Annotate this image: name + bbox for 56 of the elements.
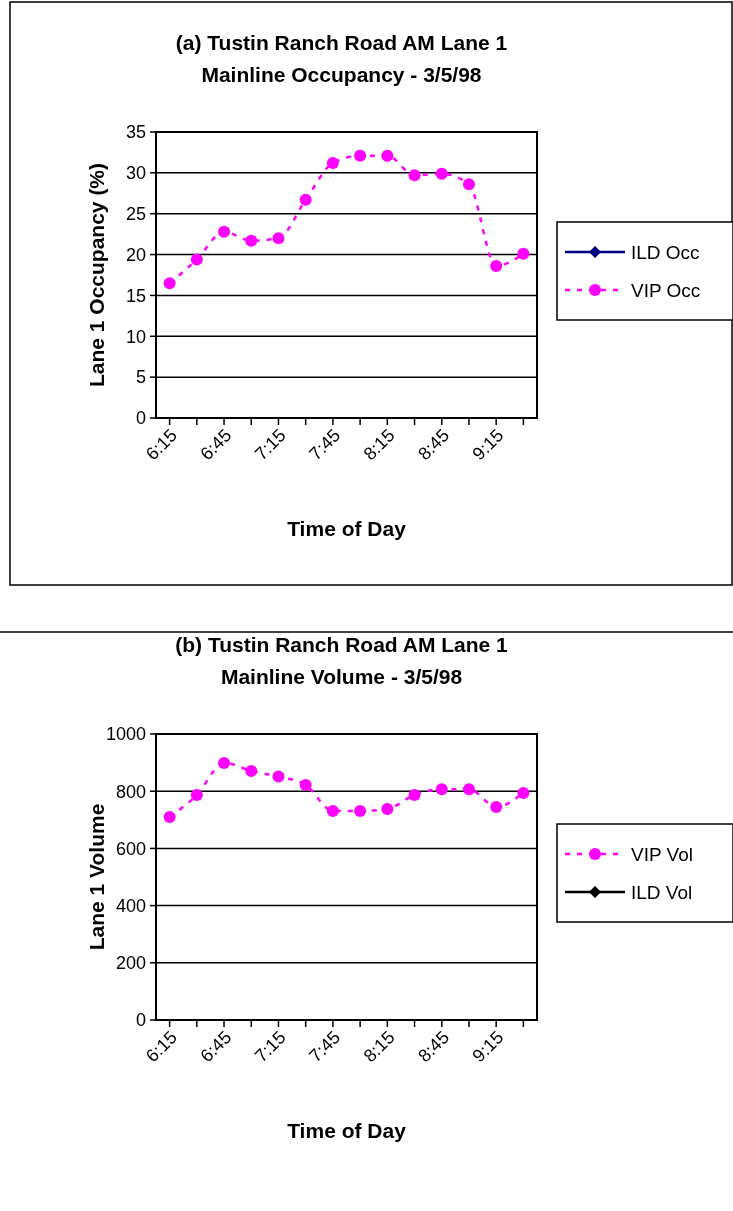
y-tick-label: 5: [135, 367, 146, 388]
legend-label: ILD Occ: [631, 241, 700, 263]
point: [190, 788, 203, 801]
x-tick-label: 7:15: [250, 1027, 290, 1067]
point: [517, 247, 530, 260]
y-tick-label: 35: [125, 122, 146, 143]
point: [272, 770, 285, 783]
point: [462, 783, 475, 796]
point: [190, 253, 203, 266]
point: [218, 225, 231, 238]
legend-label: ILD Vol: [631, 881, 693, 903]
x-tick-label: 6:45: [196, 1027, 236, 1067]
y-axis-title: Lane 1 Occupancy (%): [85, 162, 108, 388]
point: [462, 178, 475, 191]
legend-label: VIP Occ: [631, 279, 701, 301]
point: [408, 169, 421, 182]
x-tick-label: 6:45: [196, 425, 236, 465]
y-tick-label: 20: [125, 244, 146, 265]
x-axis-title: Time of Day: [287, 517, 407, 540]
point: [408, 788, 421, 801]
point: [163, 810, 176, 823]
y-tick-label: 30: [125, 163, 146, 184]
point: [490, 260, 503, 273]
y-axis-title: Lane 1 Volume: [85, 803, 108, 951]
point: [163, 277, 176, 290]
point: [326, 804, 339, 817]
point: [490, 800, 503, 813]
point: [435, 783, 448, 796]
y-tick-label: 200: [115, 953, 146, 974]
point: [326, 157, 339, 170]
point: [517, 786, 530, 799]
y-tick-label: 800: [115, 781, 146, 802]
x-tick-label: 7:45: [305, 1027, 345, 1067]
point: [381, 149, 394, 162]
point: [354, 804, 367, 817]
y-tick-label: 600: [115, 838, 146, 859]
point: [299, 778, 312, 791]
x-axis-title: Time of Day: [287, 1119, 407, 1142]
x-tick-label: 7:15: [250, 425, 290, 465]
point: [272, 232, 285, 245]
x-tick-label: 7:45: [305, 425, 345, 465]
point: [245, 234, 258, 247]
y-tick-label: 25: [125, 204, 146, 225]
point: [381, 802, 394, 815]
y-tick-label: 1000: [105, 724, 146, 745]
point: [218, 756, 231, 769]
point: [354, 149, 367, 162]
point: [435, 167, 448, 180]
y-tick-label: 10: [125, 326, 146, 347]
legend-label: VIP Vol: [631, 843, 693, 865]
chart-title: (a) Tustin Ranch Road AM Lane 1 Mainline Occupancy - 3/5/98: [175, 31, 508, 86]
point: [299, 193, 312, 206]
y-tick-label: 15: [125, 285, 146, 306]
y-tick-label: 400: [115, 895, 146, 916]
point: [245, 764, 258, 777]
chart-title: (b) Tustin Ranch Road AM Lane 1 Mainline Volume - 3/5/98: [175, 633, 509, 688]
